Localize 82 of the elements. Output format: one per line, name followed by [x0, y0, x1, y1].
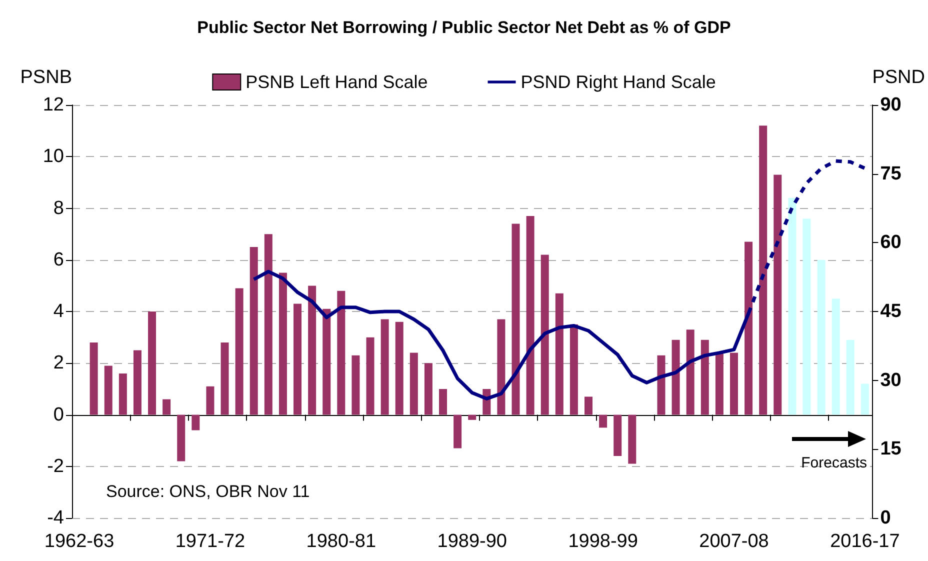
y2-tick-label: 75 — [880, 163, 902, 184]
bar — [177, 414, 186, 462]
y-tick-label: 4 — [53, 301, 64, 322]
x-tick-label: 2016-17 — [830, 531, 900, 552]
chart-title: Public Sector Net Borrowing / Public Sector Net Debt as % of GDP — [197, 18, 731, 37]
bar — [730, 352, 738, 415]
bar — [628, 414, 636, 464]
y2-tick-label: 45 — [880, 301, 902, 322]
bar — [104, 366, 112, 415]
bar — [759, 126, 768, 415]
bar — [817, 260, 826, 415]
bar — [599, 414, 608, 428]
x-tick-label: 2007-08 — [699, 531, 769, 552]
y2-tick-label: 30 — [880, 370, 902, 391]
y-tick-label: 0 — [53, 404, 64, 426]
annotation: Forecasts — [801, 454, 867, 472]
bar — [454, 414, 462, 448]
bar — [294, 304, 302, 415]
y-tick-label: 10 — [42, 146, 64, 168]
bar — [250, 246, 258, 415]
bar — [570, 324, 578, 415]
bar — [192, 414, 200, 430]
bar — [832, 298, 840, 415]
bar — [235, 288, 244, 415]
bar — [337, 290, 346, 415]
bar — [526, 216, 534, 415]
legend-label: PSNB Left Hand Scale — [246, 72, 428, 92]
bar — [715, 352, 724, 415]
y-tick-label: 12 — [42, 94, 64, 116]
bar — [846, 340, 854, 415]
bar — [614, 414, 622, 456]
bar — [439, 388, 448, 415]
bar — [220, 342, 229, 415]
bar — [148, 312, 156, 415]
bar — [206, 386, 214, 415]
bar — [162, 399, 171, 415]
bar — [424, 363, 432, 415]
bar — [540, 254, 549, 415]
bar — [657, 355, 666, 415]
x-tick-label: 1989-90 — [437, 531, 507, 552]
annotation: Source: ONS, OBR Nov 11 — [106, 482, 310, 501]
bar — [774, 174, 782, 415]
bar — [672, 340, 680, 415]
legend-label: PSND Right Hand Scale — [520, 72, 716, 92]
y-tick-label: 2 — [53, 352, 64, 374]
bar — [90, 342, 98, 415]
x-tick-label: 1980-81 — [306, 531, 376, 552]
bar — [700, 340, 709, 415]
bar — [395, 322, 404, 415]
x-tick-label: 1998-99 — [568, 531, 638, 552]
bar — [468, 414, 476, 420]
bar — [264, 234, 272, 415]
y2-tick-label: 15 — [880, 438, 902, 460]
bar — [802, 218, 811, 415]
bar — [380, 319, 389, 415]
x-tick-label: 1971-72 — [175, 531, 246, 552]
bar — [366, 337, 374, 415]
bar — [118, 373, 127, 415]
y-tick-label: -2 — [47, 456, 64, 477]
y-tick-label: 6 — [53, 249, 64, 270]
bar — [352, 355, 360, 415]
bar — [584, 396, 592, 415]
x-tick-label: 1962-63 — [44, 531, 114, 552]
bar — [133, 350, 142, 415]
bar — [788, 198, 796, 415]
y2-tick-label: 60 — [880, 232, 902, 254]
y-tick-label: 8 — [53, 198, 64, 219]
y2-axis-title: PSND — [872, 67, 926, 88]
y-axis-title: PSNB — [20, 67, 72, 88]
bar — [860, 384, 869, 415]
bar — [410, 352, 418, 415]
y2-tick-label: 90 — [880, 94, 902, 116]
bar — [322, 308, 331, 415]
bar — [744, 242, 753, 415]
bar — [497, 319, 506, 415]
y-tick-label: -4 — [47, 508, 64, 528]
bar — [686, 330, 694, 415]
bar — [308, 286, 316, 415]
bar — [555, 293, 564, 415]
y2-tick-label: 0 — [880, 508, 891, 528]
bar — [512, 224, 520, 415]
bar — [278, 272, 287, 415]
